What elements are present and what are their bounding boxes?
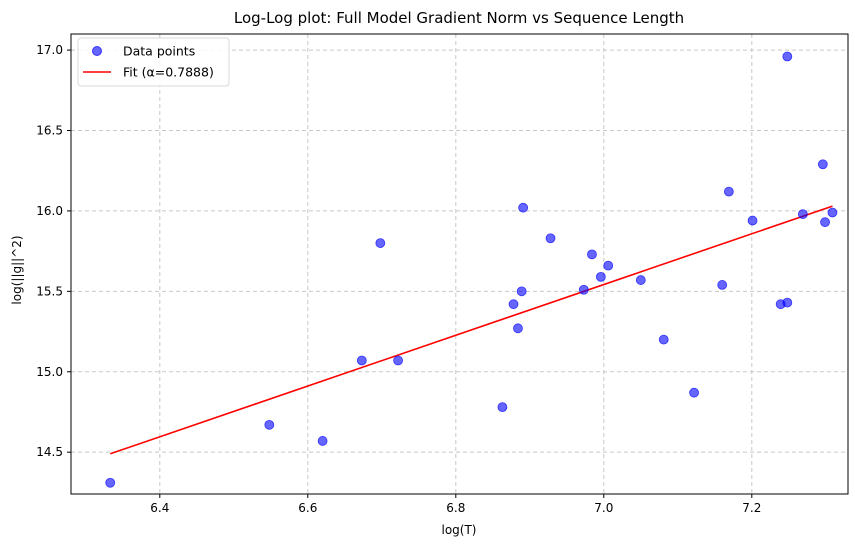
y-tick-label: 14.5 [36,445,63,459]
y-axis-ticks: 14.5 15.0 15.5 16.0 16.5 17.0 [36,43,71,459]
data-point [595,271,606,282]
y-tick-label: 16.0 [36,204,63,218]
data-point [717,280,728,290]
data-point [513,323,523,334]
legend-label-fit: Fit (α=0.7888) [123,65,214,80]
data-point [797,209,808,220]
legend: Data points Fit (α=0.7888) [77,37,230,87]
data-point [578,284,589,295]
data-point [393,355,403,366]
plot-frame [70,33,849,495]
data-point [317,436,328,446]
y-tick-label: 16.5 [36,124,63,138]
data-point [375,238,386,248]
fit-line [109,205,833,455]
data-point [518,202,529,213]
data-point [658,334,669,345]
data-point [782,297,793,308]
data-point [508,299,519,310]
data-point [545,233,556,244]
data-point [827,207,838,218]
y-tick-label: 17.0 [36,43,63,57]
legend-scatter-marker [92,46,102,56]
y-tick-label: 15.5 [36,284,63,298]
data-point [516,286,527,297]
chart-title: Log-Log plot: Full Model Gradient Norm v… [234,9,684,27]
data-point [635,275,646,285]
legend-box [77,37,230,87]
y-tick-label: 15.0 [36,365,63,379]
data-point [820,217,830,228]
data-point [782,51,793,62]
data-point [587,249,597,260]
fit-line-layer [109,205,833,455]
x-tick-label: 6.8 [446,501,465,515]
x-axis-ticks: 6.4 6.6 6.8 7.0 7.2 [150,494,761,515]
data-point [497,402,508,413]
data-point [603,260,614,271]
grid-layer [71,34,848,494]
data-point [356,355,367,366]
data-points-layer [105,51,838,488]
y-axis-label: log(||g||^2) [10,235,24,304]
x-tick-label: 6.4 [150,501,169,515]
data-point [105,477,116,488]
data-point [723,186,734,197]
x-tick-label: 7.0 [594,501,613,515]
x-axis-label: log(T) [442,523,477,537]
data-point [689,387,699,398]
legend-label-data-points: Data points [123,44,195,59]
data-point [264,419,275,430]
x-tick-label: 7.2 [742,501,761,515]
data-point [747,215,758,226]
x-tick-label: 6.6 [298,501,317,515]
data-point [817,159,828,170]
